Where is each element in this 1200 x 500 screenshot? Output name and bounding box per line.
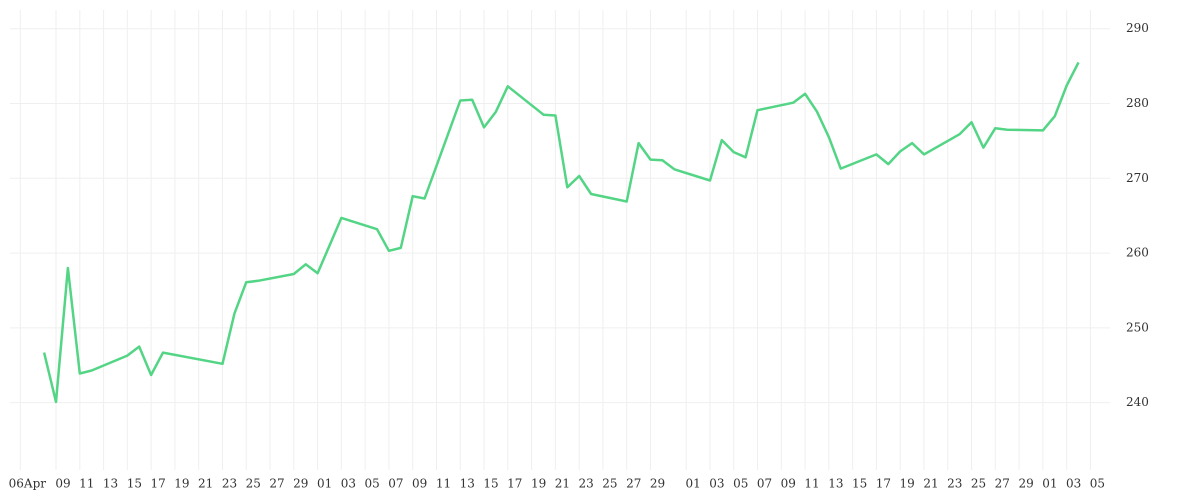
x-tick-label: 27 <box>269 477 284 491</box>
x-tick-label: 17 <box>150 477 165 491</box>
y-tick-label: 280 <box>1126 96 1149 110</box>
x-tick-label: 19 <box>174 477 189 491</box>
x-tick-label: 15 <box>483 477 498 491</box>
x-tick-label: 29 <box>650 477 665 491</box>
x-tick-label: 11 <box>79 477 94 491</box>
x-tick-label: 05 <box>733 477 748 491</box>
x-tick-label: 15 <box>127 477 142 491</box>
x-tick-label: 21 <box>555 477 570 491</box>
x-tick-label: 07 <box>757 477 772 491</box>
x-tick-label: 23 <box>579 477 594 491</box>
x-tick-label: 03 <box>341 477 356 491</box>
x-tick-label: 25 <box>971 477 986 491</box>
x-tick-label: 01 <box>686 477 701 491</box>
x-tick-label: 27 <box>995 477 1010 491</box>
x-tick-label: 29 <box>1018 477 1033 491</box>
x-tick-label: 15 <box>852 477 867 491</box>
x-tick-label: 05 <box>1090 477 1105 491</box>
y-tick-label: 250 <box>1126 320 1149 334</box>
x-tick-label: 01 <box>1042 477 1057 491</box>
x-tick-label: 01 <box>317 477 332 491</box>
x-tick-label: 19 <box>531 477 546 491</box>
x-tick-label: 25 <box>602 477 617 491</box>
x-tick-label: 03 <box>1066 477 1081 491</box>
x-tick-label: 05 <box>364 477 379 491</box>
x-tick-label: 27 <box>626 477 641 491</box>
x-tick-label: 23 <box>222 477 237 491</box>
x-tick-label: 11 <box>804 477 819 491</box>
x-tick-label: 06Apr <box>9 477 47 491</box>
y-tick-label: 270 <box>1126 171 1149 185</box>
line <box>42 61 1080 404</box>
x-tick-label: 25 <box>246 477 261 491</box>
x-tick-label: 17 <box>876 477 891 491</box>
y-tick-label: 260 <box>1126 246 1149 260</box>
x-tick-label: 23 <box>947 477 962 491</box>
y-tick-label: 240 <box>1126 395 1149 409</box>
x-tick-label: 29 <box>293 477 308 491</box>
x-tick-label: 13 <box>828 477 843 491</box>
x-tick-label: 21 <box>198 477 213 491</box>
x-tick-label: 07 <box>388 477 403 491</box>
x-tick-label: 19 <box>900 477 915 491</box>
y-tick-label: 290 <box>1126 21 1149 35</box>
x-tick-label: 09 <box>55 477 70 491</box>
x-tick-label: 13 <box>460 477 475 491</box>
x-tick-label: 11 <box>436 477 451 491</box>
x-tick-label: 09 <box>412 477 427 491</box>
x-tick-label: 09 <box>781 477 796 491</box>
x-tick-label: 13 <box>103 477 118 491</box>
x-tick-label: 17 <box>507 477 522 491</box>
x-tick-label: 21 <box>923 477 938 491</box>
x-tick-label: 03 <box>709 477 724 491</box>
